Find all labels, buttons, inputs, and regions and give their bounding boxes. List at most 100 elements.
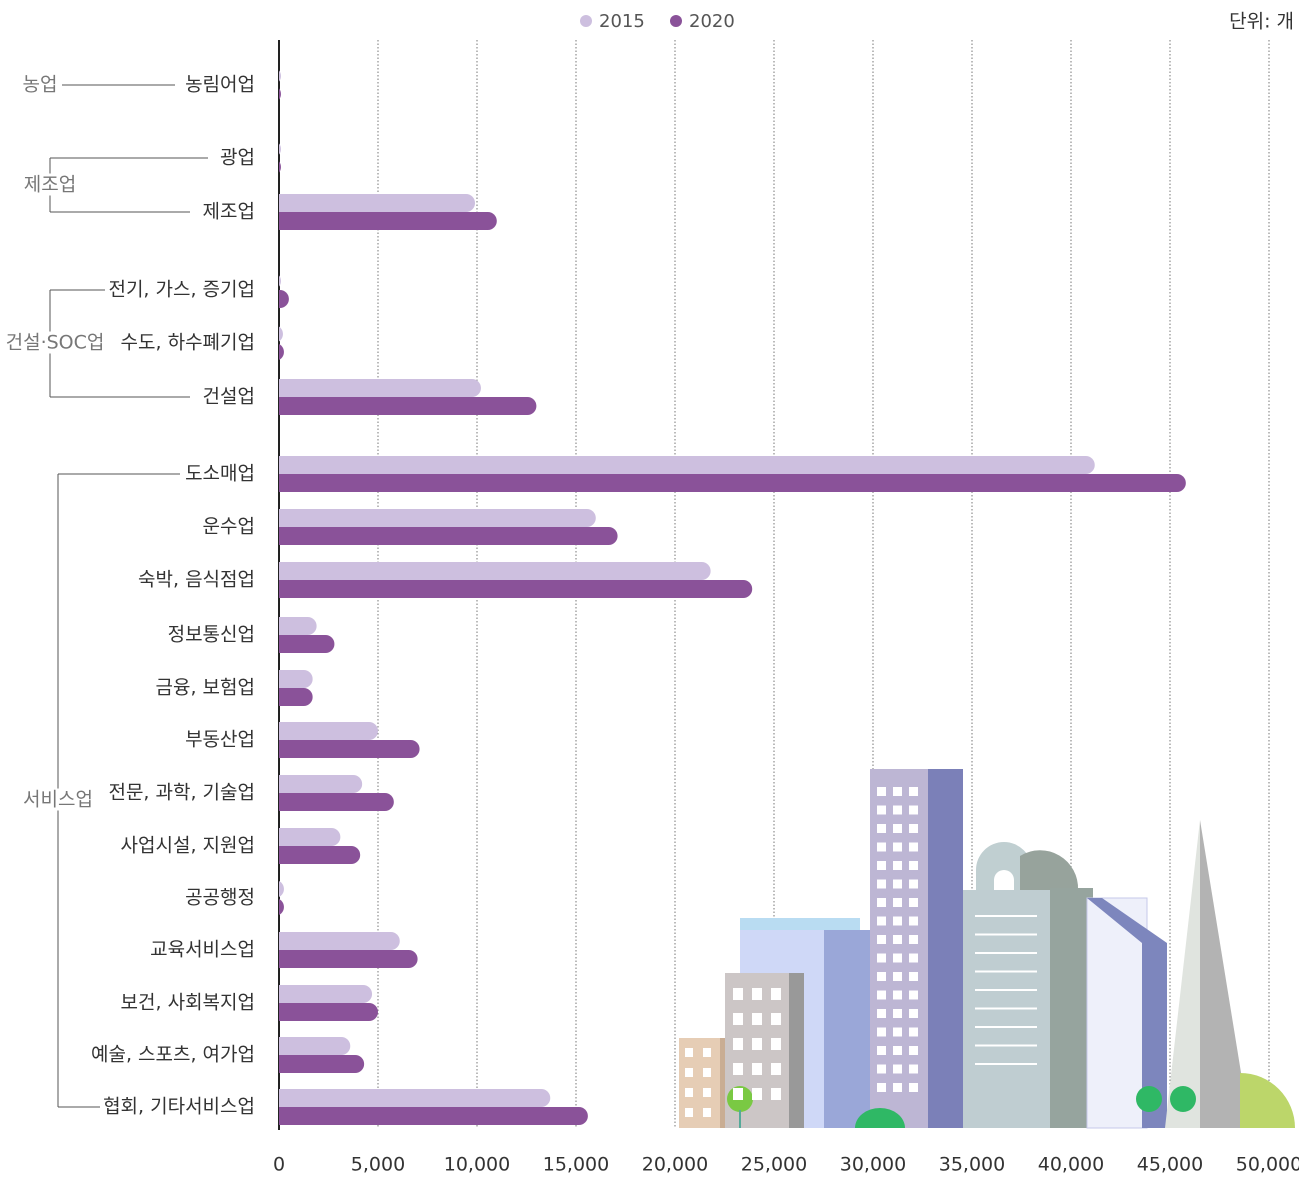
window [752, 1038, 762, 1050]
bar [279, 161, 281, 173]
window [893, 805, 902, 815]
window [733, 1013, 743, 1025]
window [909, 1027, 918, 1037]
window [893, 953, 902, 963]
window [893, 916, 902, 926]
bars [279, 70, 1186, 1125]
window [893, 879, 902, 889]
group-label-bg [20, 173, 80, 196]
bar [279, 456, 1095, 474]
x-tick-label: 50,000 [1236, 1154, 1299, 1176]
window [877, 1083, 886, 1092]
window [877, 861, 886, 870]
bar [279, 828, 341, 846]
bar [279, 617, 317, 635]
window [975, 970, 1037, 973]
window [877, 1046, 886, 1055]
category-label: 광업 [220, 147, 255, 169]
window [909, 1046, 918, 1055]
bar [279, 1037, 351, 1055]
window [685, 1048, 693, 1057]
x-tick-label: 10,000 [444, 1154, 510, 1176]
bar [279, 88, 281, 100]
window [975, 1063, 1037, 1065]
category-label: 수도, 하수폐기업 [121, 332, 255, 354]
window [893, 898, 902, 907]
bar [279, 397, 537, 415]
window [877, 935, 886, 944]
category-label: 운수업 [203, 516, 255, 538]
bar [279, 580, 753, 598]
window [733, 1088, 743, 1100]
category-label: 건설업 [203, 386, 255, 408]
window [703, 1048, 711, 1057]
bar [279, 212, 497, 230]
window [893, 1083, 902, 1092]
category-label: 보건, 사회복지업 [121, 992, 255, 1014]
group-label-bg [2, 331, 108, 354]
window [877, 916, 886, 926]
bar [279, 275, 281, 287]
window [877, 898, 886, 907]
window [909, 898, 918, 907]
window [975, 1026, 1037, 1028]
window [893, 935, 902, 944]
window [909, 990, 918, 1000]
window [877, 990, 886, 1000]
window [733, 1038, 743, 1050]
window [909, 1064, 918, 1074]
window [877, 1027, 886, 1037]
bar [279, 143, 281, 155]
window [909, 824, 918, 833]
bar [279, 846, 361, 864]
window [771, 1063, 781, 1075]
window [685, 1088, 693, 1097]
bar [279, 880, 284, 898]
bar [279, 1089, 551, 1107]
window [975, 1044, 1037, 1047]
category-label: 농림어업 [185, 74, 255, 96]
window [877, 953, 886, 963]
window [893, 824, 902, 833]
x-tick-label: 45,000 [1137, 1154, 1203, 1176]
bar [279, 509, 596, 527]
window [703, 1108, 711, 1117]
window [909, 935, 918, 944]
legend-marker [670, 15, 682, 27]
window [703, 1088, 711, 1097]
group-label: 제조업 [24, 174, 76, 196]
window [975, 1007, 1037, 1010]
category-label: 전기, 가스, 증기업 [108, 279, 255, 301]
legend-label: 2015 [599, 11, 645, 32]
category-label: 교육서비스업 [150, 939, 255, 961]
bar [279, 290, 289, 308]
window [893, 1027, 902, 1037]
window [771, 1013, 781, 1025]
bar [279, 932, 400, 950]
bar [279, 722, 378, 740]
category-label: 공공행정 [185, 887, 255, 909]
window [975, 933, 1037, 936]
window [877, 1064, 886, 1074]
category-label: 금융, 보험업 [156, 677, 255, 699]
legend-label: 2020 [689, 11, 735, 32]
window [909, 953, 918, 963]
window [893, 842, 902, 852]
window [771, 1088, 781, 1100]
bar [279, 898, 284, 916]
bar [279, 326, 283, 342]
window [975, 989, 1037, 991]
category-label: 부동산업 [185, 729, 255, 751]
window [752, 988, 762, 1000]
category-label: 예술, 스포츠, 여가업 [91, 1044, 255, 1066]
window [909, 805, 918, 815]
window [909, 861, 918, 870]
window [909, 1083, 918, 1092]
group-label: 서비스업 [23, 789, 93, 811]
x-tick-label: 40,000 [1038, 1154, 1104, 1176]
bar [279, 70, 281, 82]
window [771, 988, 781, 1000]
category-label: 도소매업 [185, 463, 255, 485]
category-label: 전문, 과학, 기술업 [108, 782, 255, 804]
